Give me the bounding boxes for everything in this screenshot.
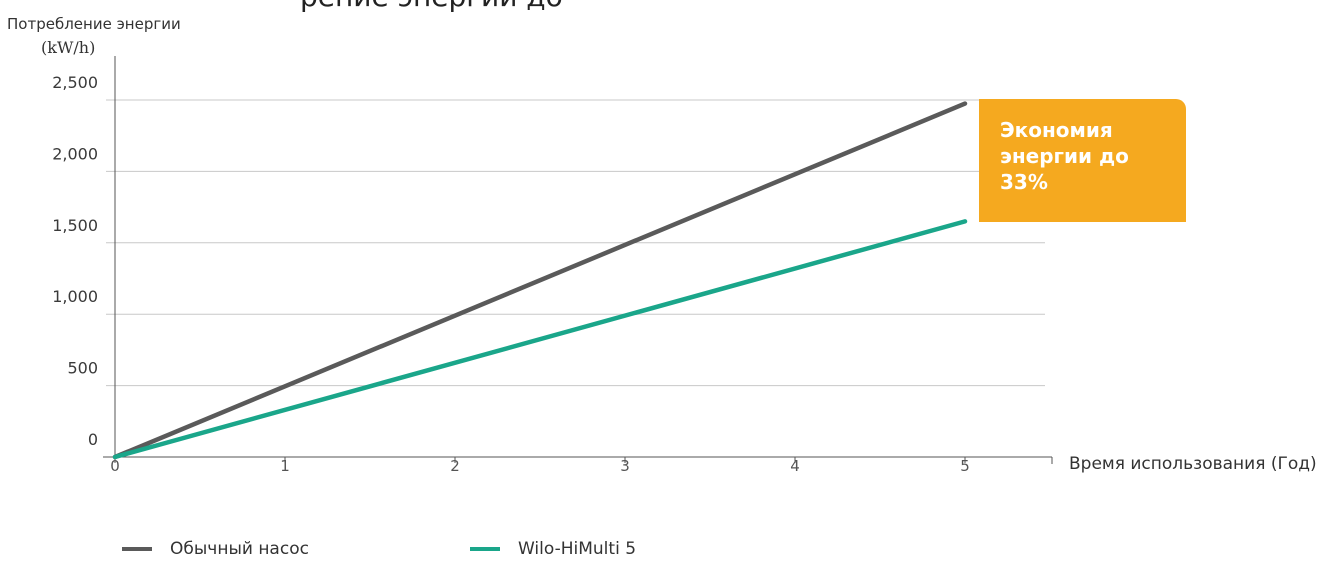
legend-label-conventional: Обычный насос	[170, 539, 309, 559]
y-axis-label: Потребление энергии	[7, 15, 181, 33]
x-axis-label: Время использования (Год)	[1069, 454, 1317, 474]
legend-item-conventional-pump: Обычный насос	[122, 539, 309, 559]
y-tick-label: 2,000	[52, 144, 98, 163]
x-tick-label: 2	[450, 457, 460, 475]
y-tick-label: 1,500	[52, 216, 98, 235]
y-tick-label: 500	[67, 359, 98, 378]
cropped-title-fragment: рение энергии до	[300, 0, 563, 13]
y-tick-label: 2,500	[52, 73, 98, 92]
legend: Обычный насос Wilo-HiMulti 5	[0, 539, 1344, 567]
legend-swatch-conventional	[122, 547, 152, 551]
series-line-wilo-himulti	[112, 219, 968, 460]
series-line-conventional-pump	[112, 101, 968, 460]
legend-item-wilo-himulti: Wilo-HiMulti 5	[470, 539, 636, 559]
x-tick-label: 5	[960, 457, 970, 475]
y-tick-label: 1,000	[52, 287, 98, 306]
y-tick-label: 0	[88, 430, 98, 449]
x-tick-label: 4	[790, 457, 800, 475]
savings-callout-text: Экономия энергии до 33%	[1000, 118, 1129, 194]
legend-swatch-wilo	[470, 547, 500, 551]
x-tick-label: 3	[620, 457, 630, 475]
x-tick-label: 0	[110, 457, 120, 475]
savings-callout: Экономия энергии до 33%	[979, 99, 1186, 222]
y-axis-unit: (kW/h)	[41, 38, 96, 57]
legend-label-wilo: Wilo-HiMulti 5	[518, 539, 637, 559]
x-tick-label: 1	[280, 457, 290, 475]
